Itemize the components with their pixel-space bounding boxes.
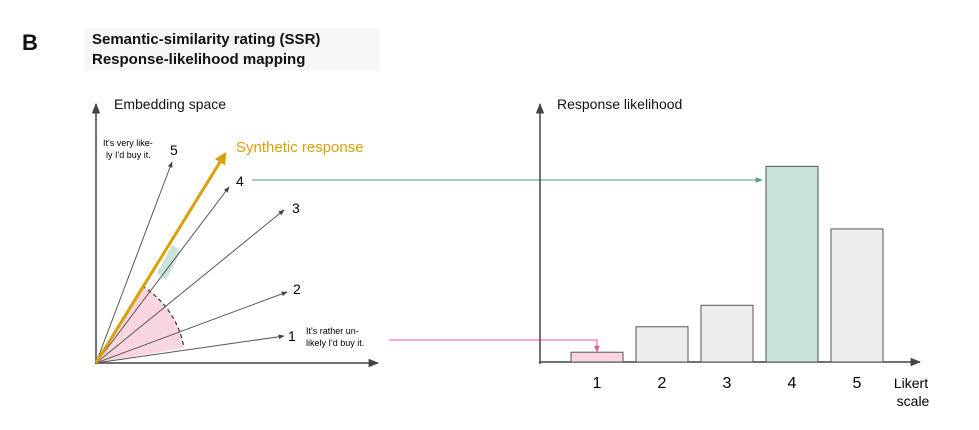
vector-3-label: 3: [292, 200, 300, 216]
vector-3-line: [95, 209, 285, 364]
x-tick-label-5: 5: [853, 375, 862, 392]
x-tick-label-3: 3: [723, 375, 732, 392]
vector-4-line: [95, 186, 230, 364]
embedding-axis-label: Embedding space: [114, 96, 226, 112]
anchor-statement-1-line2: likely I'd buy it.: [306, 338, 364, 348]
chart-x-label-line1: Likert: [894, 375, 928, 391]
bar-3: [700, 304, 754, 363]
chart-y-label: Response likelihood: [557, 96, 682, 112]
bar-1: [570, 351, 624, 363]
title-background: [84, 28, 380, 70]
bar-5: [830, 228, 884, 363]
vector-2-line: [95, 291, 288, 364]
vector-1-label: 1: [288, 328, 296, 344]
x-tick-labels: 1 2 3 4 5: [593, 375, 862, 392]
x-tick-label-4: 4: [788, 375, 797, 392]
similarity-wedge-pink: [96, 286, 184, 363]
bar-series: [570, 165, 884, 363]
anchor-statement-5-line1: It's very like-: [103, 138, 153, 148]
vector-2-label: 2: [293, 281, 301, 297]
vector-5-label: 5: [170, 142, 178, 158]
similarity-band-teal: [157, 245, 181, 280]
mapping-arrow-pink: [389, 339, 600, 353]
vector-4-label: 4: [236, 173, 244, 189]
synthetic-response-label: Synthetic response: [236, 139, 364, 156]
anchor-statement-1-line1: It's rather un-: [306, 326, 359, 336]
vector-5-line: [95, 161, 173, 364]
bar-4: [765, 165, 819, 363]
figure-title-line1: Semantic-similarity rating (SSR): [92, 31, 321, 48]
similarity-arc-dashed: [141, 285, 185, 349]
anchor-statement-5-line2: ly I'd buy it.: [106, 150, 151, 160]
figure-title-line2: Response-likelihood mapping: [92, 51, 306, 68]
x-tick-label-2: 2: [658, 375, 667, 392]
bar-2: [635, 326, 689, 363]
x-tick-label-1: 1: [593, 375, 602, 392]
vector-1-line: [95, 334, 285, 364]
synthetic-response-arrow: [94, 151, 227, 364]
chart-x-label-line2: scale: [897, 393, 930, 409]
panel-label: B: [22, 30, 38, 55]
